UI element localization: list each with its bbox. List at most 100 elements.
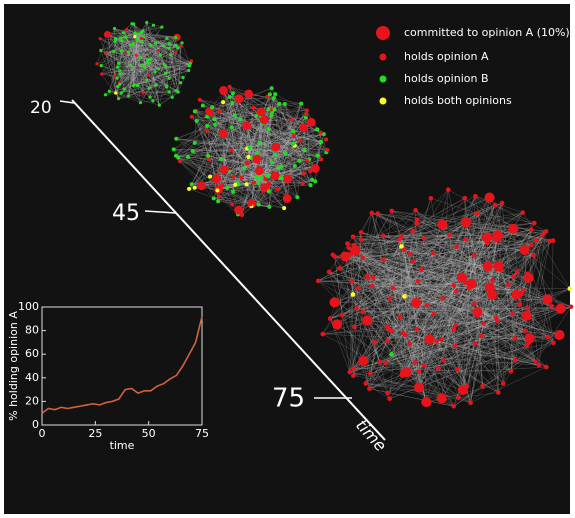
network-node (354, 305, 359, 311)
network-node (415, 278, 421, 284)
network-node (351, 373, 356, 378)
network-node (206, 153, 211, 158)
network-node (179, 44, 183, 49)
network-node (234, 94, 244, 103)
network-node (456, 272, 467, 283)
network-node (98, 37, 102, 41)
network-node (463, 236, 469, 242)
network-node (174, 35, 178, 40)
network-node (170, 95, 174, 99)
network-node (568, 304, 574, 310)
network-node (115, 76, 119, 80)
network-node (524, 306, 530, 311)
network-node (303, 115, 308, 120)
network-node (189, 59, 194, 63)
network-node (167, 41, 171, 46)
network-node (416, 369, 422, 375)
network-node (358, 230, 364, 235)
network-node (256, 181, 261, 186)
network-node (165, 84, 169, 88)
network-node (402, 294, 407, 299)
x-tick-label: 75 (195, 427, 209, 440)
network-node (332, 254, 338, 259)
network-node (315, 153, 320, 158)
network-node (528, 242, 534, 248)
network-node (165, 36, 169, 40)
network-node (156, 48, 161, 53)
network-node (230, 202, 235, 207)
network-node (485, 240, 490, 246)
network-node (212, 117, 217, 122)
network-node (468, 400, 473, 406)
network-node (140, 64, 144, 68)
network-node (273, 152, 278, 157)
network-node (213, 122, 218, 127)
network-node (544, 364, 549, 370)
network-node (234, 205, 243, 215)
network-node (181, 75, 185, 80)
network-node (360, 309, 366, 315)
network-node (270, 160, 275, 165)
network-node (298, 138, 303, 143)
network-node (355, 285, 361, 291)
network-node (414, 221, 420, 227)
network-node (457, 384, 469, 396)
network-node (167, 46, 171, 51)
network-node (397, 237, 402, 242)
network-node (227, 84, 232, 89)
network-node (232, 113, 237, 118)
network-node (218, 109, 223, 114)
y-tick-label: 40 (25, 371, 39, 384)
network-node (116, 65, 120, 69)
network-node (387, 296, 393, 301)
network-node (242, 166, 247, 171)
network-node (351, 366, 356, 371)
network-node (178, 159, 183, 164)
network-node (121, 31, 126, 35)
network-node (145, 20, 149, 25)
network-node (350, 234, 356, 239)
network-node (493, 315, 499, 321)
network-node (251, 105, 256, 110)
network-node (399, 370, 405, 375)
network-node (231, 189, 236, 194)
network-node (324, 137, 329, 142)
network-node (212, 174, 222, 184)
network-node (439, 337, 445, 343)
network-node (524, 343, 530, 349)
network-node (456, 395, 461, 400)
network-node (133, 35, 137, 39)
network-node (484, 192, 495, 203)
network-node (321, 132, 326, 137)
y-tick-label: 0 (32, 418, 39, 431)
network-node (421, 362, 427, 368)
network-node (290, 118, 295, 123)
network-node (256, 202, 261, 207)
network-node (167, 90, 171, 94)
network-node (308, 169, 313, 174)
network-node (211, 196, 216, 201)
network-node (295, 195, 300, 200)
network-node (511, 274, 516, 279)
x-tick-label: 0 (39, 427, 46, 440)
network-node (271, 96, 276, 101)
network-node (138, 56, 142, 60)
network-node (148, 95, 152, 99)
network-node (411, 297, 422, 308)
network-node (547, 238, 553, 244)
network-node (369, 283, 375, 289)
network-node (146, 61, 150, 65)
network-node (454, 289, 459, 294)
network-node (545, 334, 551, 340)
network-node (401, 247, 407, 253)
network-node (368, 371, 373, 376)
network-node (555, 303, 566, 314)
network-node (99, 63, 103, 68)
network-node (447, 232, 453, 238)
network-node (554, 329, 565, 341)
network-node (114, 91, 118, 95)
network-node (158, 53, 162, 57)
network-node (424, 302, 429, 308)
network-node (437, 219, 448, 230)
